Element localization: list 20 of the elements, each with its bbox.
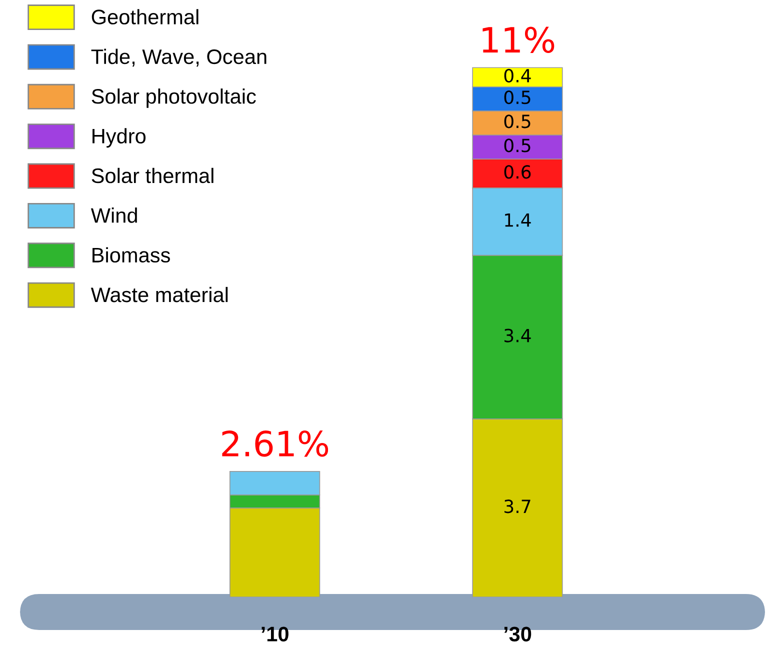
data-label: 0.4 [504, 68, 531, 83]
data-label: 0.5 [504, 114, 530, 128]
legend-label: Wind [90, 208, 137, 223]
legend-label: Waste material [90, 286, 228, 302]
data-label: 3.4 [504, 328, 531, 342]
total-label: 11% [482, 26, 554, 53]
legend-label: Biomass [92, 247, 170, 263]
legend-label: Tide, Wave, Ocean [91, 48, 266, 67]
total-label: 2.61% [222, 430, 328, 457]
legend-label: Hydro [92, 128, 146, 148]
x-tick-label: ’30 [504, 626, 532, 642]
legend-label: Solar thermal [92, 168, 214, 184]
data-label: 3.7 [504, 500, 530, 514]
legend-label: Solar photovoltaic [92, 88, 256, 108]
legend-label: Geothermal [92, 9, 198, 24]
x-tick-label: ’10 [262, 626, 288, 642]
data-label: 1.4 [505, 213, 531, 227]
data-label: 0.5 [504, 138, 530, 152]
data-label: 0.6 [504, 165, 531, 179]
data-label: 0.5 [504, 90, 530, 104]
